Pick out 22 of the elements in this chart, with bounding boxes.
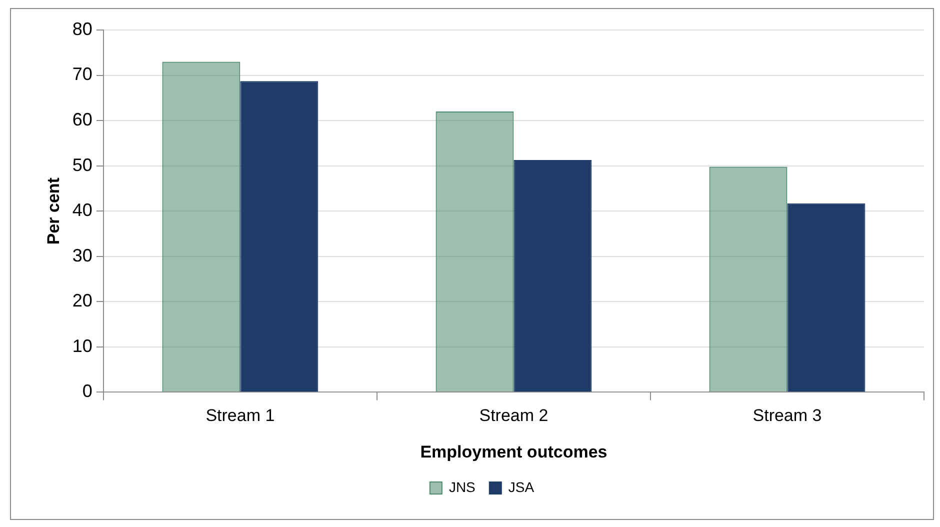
y-tick-label: 40: [72, 200, 92, 220]
bar: [436, 111, 514, 392]
y-tick-label: 80: [72, 18, 92, 39]
x-tick-label: Stream 3: [752, 406, 822, 426]
y-axis-title: Per cent: [44, 177, 63, 245]
bar: [709, 166, 788, 392]
bar: [162, 62, 240, 392]
x-tick-label: Stream 2: [479, 406, 548, 426]
y-tick-label: 70: [72, 64, 92, 84]
x-tick-label: Stream 1: [206, 406, 275, 426]
x-axis-title: Employment outcomes: [420, 442, 608, 462]
bar: [787, 203, 866, 392]
y-tick-label: 0: [82, 381, 92, 402]
bar: [514, 160, 592, 392]
y-tick-label: 30: [72, 245, 92, 266]
y-tick-label: 10: [72, 336, 92, 356]
legend-label: JSA: [508, 478, 535, 495]
legend-label: JNS: [448, 478, 476, 495]
bar: [240, 81, 318, 392]
y-tick-label: 50: [72, 154, 92, 175]
y-tick-label: 60: [72, 110, 92, 130]
y-tick-label: 20: [72, 290, 92, 311]
